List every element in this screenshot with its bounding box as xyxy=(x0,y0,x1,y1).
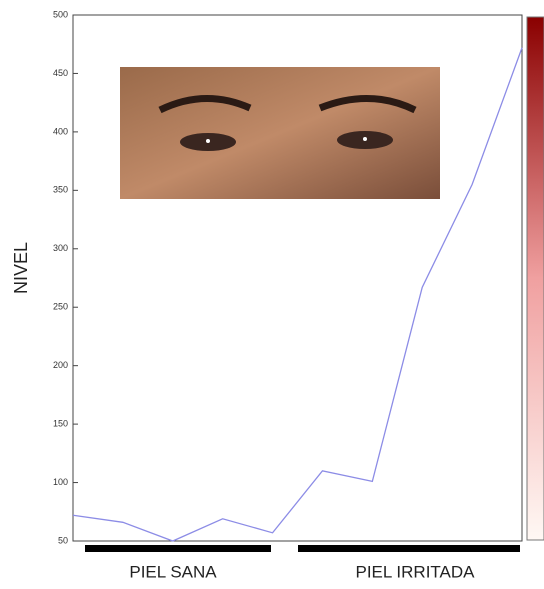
group-bar xyxy=(85,545,271,552)
y-tick-label: 200 xyxy=(53,360,68,370)
y-tick-label: 350 xyxy=(53,185,68,195)
y-tick-label: 150 xyxy=(53,418,68,428)
line-series xyxy=(72,47,523,542)
y-tick-label: 100 xyxy=(53,477,68,487)
y-tick-label: 250 xyxy=(53,302,68,312)
y-tick-label: 500 xyxy=(53,9,68,19)
y-tick-label: 50 xyxy=(58,535,68,545)
group-bar xyxy=(298,545,520,552)
y-axis-label: NIVEL xyxy=(11,242,31,294)
colorbar xyxy=(526,16,544,541)
group-label: PIEL IRRITADA xyxy=(355,562,475,581)
group-label: PIEL SANA xyxy=(129,562,217,581)
y-tick-label: 450 xyxy=(53,68,68,78)
y-tick-label: 400 xyxy=(53,126,68,136)
y-tick-label: 300 xyxy=(53,243,68,253)
face-image xyxy=(120,67,440,199)
